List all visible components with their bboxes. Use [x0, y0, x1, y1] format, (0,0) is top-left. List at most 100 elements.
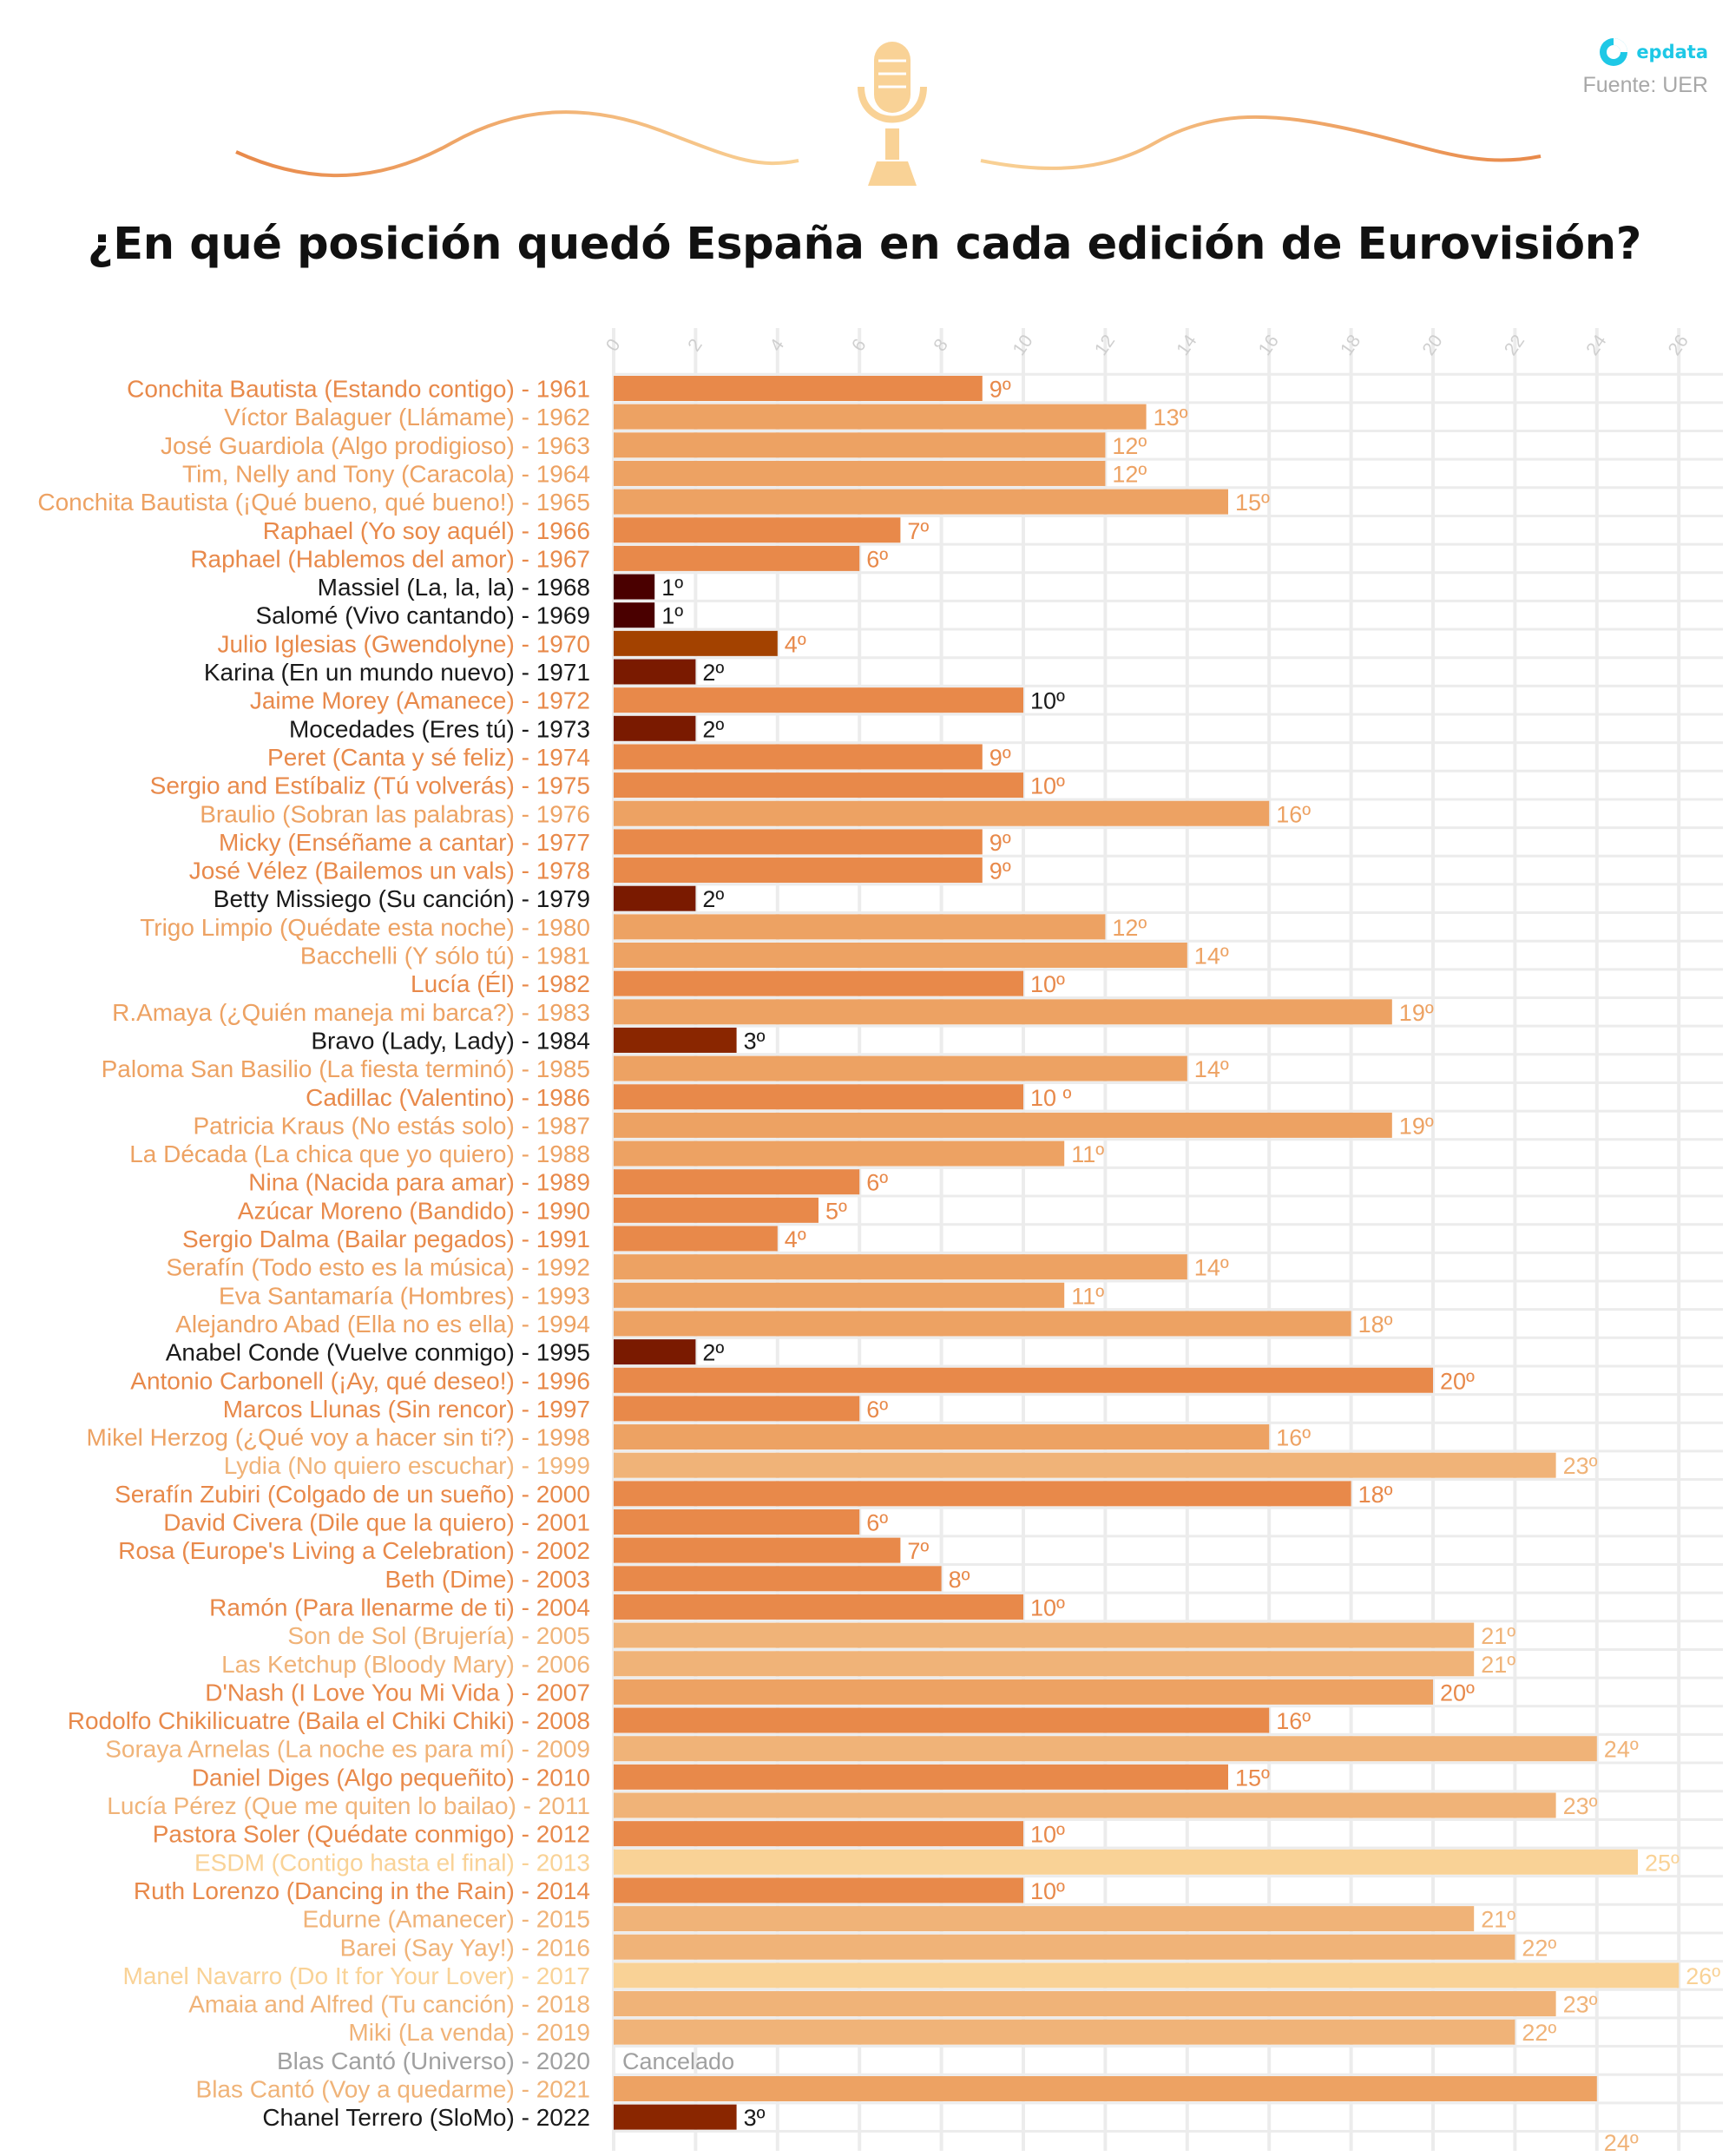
bar [614, 2104, 737, 2130]
value-label: 12º [1112, 915, 1147, 941]
x-tick-label: 14 [1173, 331, 1200, 359]
bar [614, 1764, 1228, 1790]
category-label: Karina (En un mundo nuevo) - 1971 [204, 659, 590, 686]
value-label: 20º [1440, 1679, 1475, 1706]
value-label: 18º [1358, 1311, 1393, 1338]
decoration-header [235, 42, 1542, 186]
x-tick-label: 16 [1255, 332, 1283, 359]
category-label: Rosa (Europe's Living a Celebration) - 2… [118, 1537, 590, 1564]
category-label: Lydia (No quiero escuchar) - 1999 [224, 1452, 590, 1479]
chart-title: ¿En qué posición quedó España en cada ed… [87, 219, 1642, 270]
value-label: 22º [1522, 2020, 1556, 2046]
category-label: Beth (Dime) - 2003 [385, 1566, 590, 1593]
value-label: 24º [1604, 1737, 1639, 1763]
bar [614, 1396, 860, 1422]
brand-name[interactable]: epdata [1636, 42, 1708, 62]
value-label: 7º [907, 1538, 929, 1564]
category-label: José Guardiola (Algo prodigioso) - 1963 [161, 432, 590, 459]
bar [614, 1849, 1638, 1875]
value-label: 18º [1358, 1482, 1393, 1508]
value-label: 8º [949, 1567, 970, 1593]
value-label: 6º [866, 546, 888, 572]
bar [614, 829, 983, 855]
category-label: Nina (Nacida para amar) - 1989 [248, 1169, 590, 1196]
value-label: 5º [825, 1198, 847, 1224]
category-label: Edurne (Amanecer) - 2015 [302, 1906, 590, 1933]
category-label: Chanel Terrero (SloMo) - 2022 [262, 2104, 590, 2131]
category-label: Manel Navarro (Do It for Your Lover) - 2… [123, 1962, 590, 1989]
bar [614, 999, 1392, 1025]
bar [614, 602, 655, 628]
bar [614, 1424, 1270, 1450]
bar [614, 943, 1187, 968]
value-label: 9º [989, 858, 1011, 884]
category-label: David Civera (Dile que la quiero) - 2001 [163, 1509, 590, 1536]
bar [614, 1622, 1475, 1648]
category-label: D'Nash (I Love You Mi Vida ) - 2007 [205, 1679, 590, 1706]
brand-block: epdata Fuente: UER [1582, 36, 1708, 98]
bar [614, 1934, 1515, 1960]
value-label: 7º [907, 518, 929, 544]
category-label: La Década (La chica que yo quiero) - 198… [129, 1140, 590, 1167]
bar [614, 1594, 1023, 1620]
bar [614, 1566, 942, 1592]
value-label: 10º [1030, 1878, 1065, 1904]
category-label: Conchita Bautista (¡Qué bueno, qué bueno… [37, 489, 590, 516]
wave-left [235, 110, 799, 178]
category-label: Son de Sol (Brujería) - 2005 [287, 1622, 590, 1649]
bar [614, 1027, 737, 1053]
value-label: 10º [1030, 1822, 1065, 1848]
bar [614, 1679, 1433, 1705]
category-label: Lucía (Él) - 1982 [411, 970, 590, 997]
category-label: Ruth Lorenzo (Dancing in the Rain) - 201… [134, 1877, 590, 1904]
category-label: Ramón (Para llenarme de ti) - 2004 [209, 1594, 590, 1620]
value-label: 10º [1030, 1594, 1065, 1620]
value-label: 10 º [1030, 1085, 1072, 1111]
bar [614, 1509, 860, 1535]
bar [614, 772, 1023, 799]
bar [614, 858, 983, 884]
value-label: 10º [1030, 688, 1065, 714]
category-label: Pastora Soler (Quédate conmigo) - 2012 [153, 1821, 590, 1848]
value-label: 16º [1276, 1425, 1311, 1451]
bar [614, 376, 983, 401]
bar [614, 1991, 1556, 2017]
bar [614, 970, 1023, 996]
value-label: 22º [1522, 1935, 1556, 1961]
value-label: 25º [1645, 1850, 1680, 1876]
category-label: Sergio Dalma (Bailar pegados) - 1991 [182, 1226, 590, 1252]
category-label: Lucía Pérez (Que me quiten lo bailao) - … [107, 1792, 590, 1819]
value-label: 19º [1399, 1113, 1434, 1139]
x-tick-label: 22 [1501, 332, 1528, 359]
bar [614, 1537, 901, 1563]
category-label: R.Amaya (¿Quién maneja mi barca?) - 1983 [112, 999, 590, 1026]
bar [614, 744, 983, 770]
x-tick-label: 10 [1009, 332, 1036, 359]
value-label: 19º [1399, 1000, 1434, 1026]
value-label: 24º [1604, 2130, 1639, 2156]
category-label: ESDM (Contigo hasta el final) - 2013 [194, 1849, 590, 1876]
bar [614, 1226, 778, 1252]
value-label: 11º [1071, 1141, 1104, 1167]
microphone-icon [858, 42, 927, 186]
category-label: Raphael (Hablemos del amor) - 1967 [190, 545, 590, 572]
x-tick-label: 20 [1418, 332, 1446, 359]
category-label: Barei (Say Yay!) - 2016 [340, 1934, 590, 1961]
wave-right [980, 115, 1542, 170]
value-label: 2º [702, 1340, 724, 1366]
bar [614, 1452, 1556, 1478]
bar [614, 574, 655, 600]
category-label: Jaime Morey (Amanece) - 1972 [250, 687, 590, 714]
bar [614, 800, 1270, 826]
category-label: Serafín Zubiri (Colgado de un sueño) - 2… [115, 1481, 590, 1508]
x-tick-label: 18 [1337, 332, 1364, 359]
category-label: Eva Santamaría (Hombres) - 1993 [219, 1282, 590, 1309]
bar [614, 630, 778, 656]
category-label: Bacchelli (Y sólo tú) - 1981 [300, 943, 590, 970]
value-label: 23º [1563, 1992, 1598, 2018]
source-note: Fuente: UER [1582, 73, 1708, 97]
x-tick-label: 12 [1091, 332, 1119, 359]
category-label: Trigo Limpio (Quédate esta noche) - 1980 [140, 914, 590, 941]
value-label: 6º [866, 1397, 888, 1423]
